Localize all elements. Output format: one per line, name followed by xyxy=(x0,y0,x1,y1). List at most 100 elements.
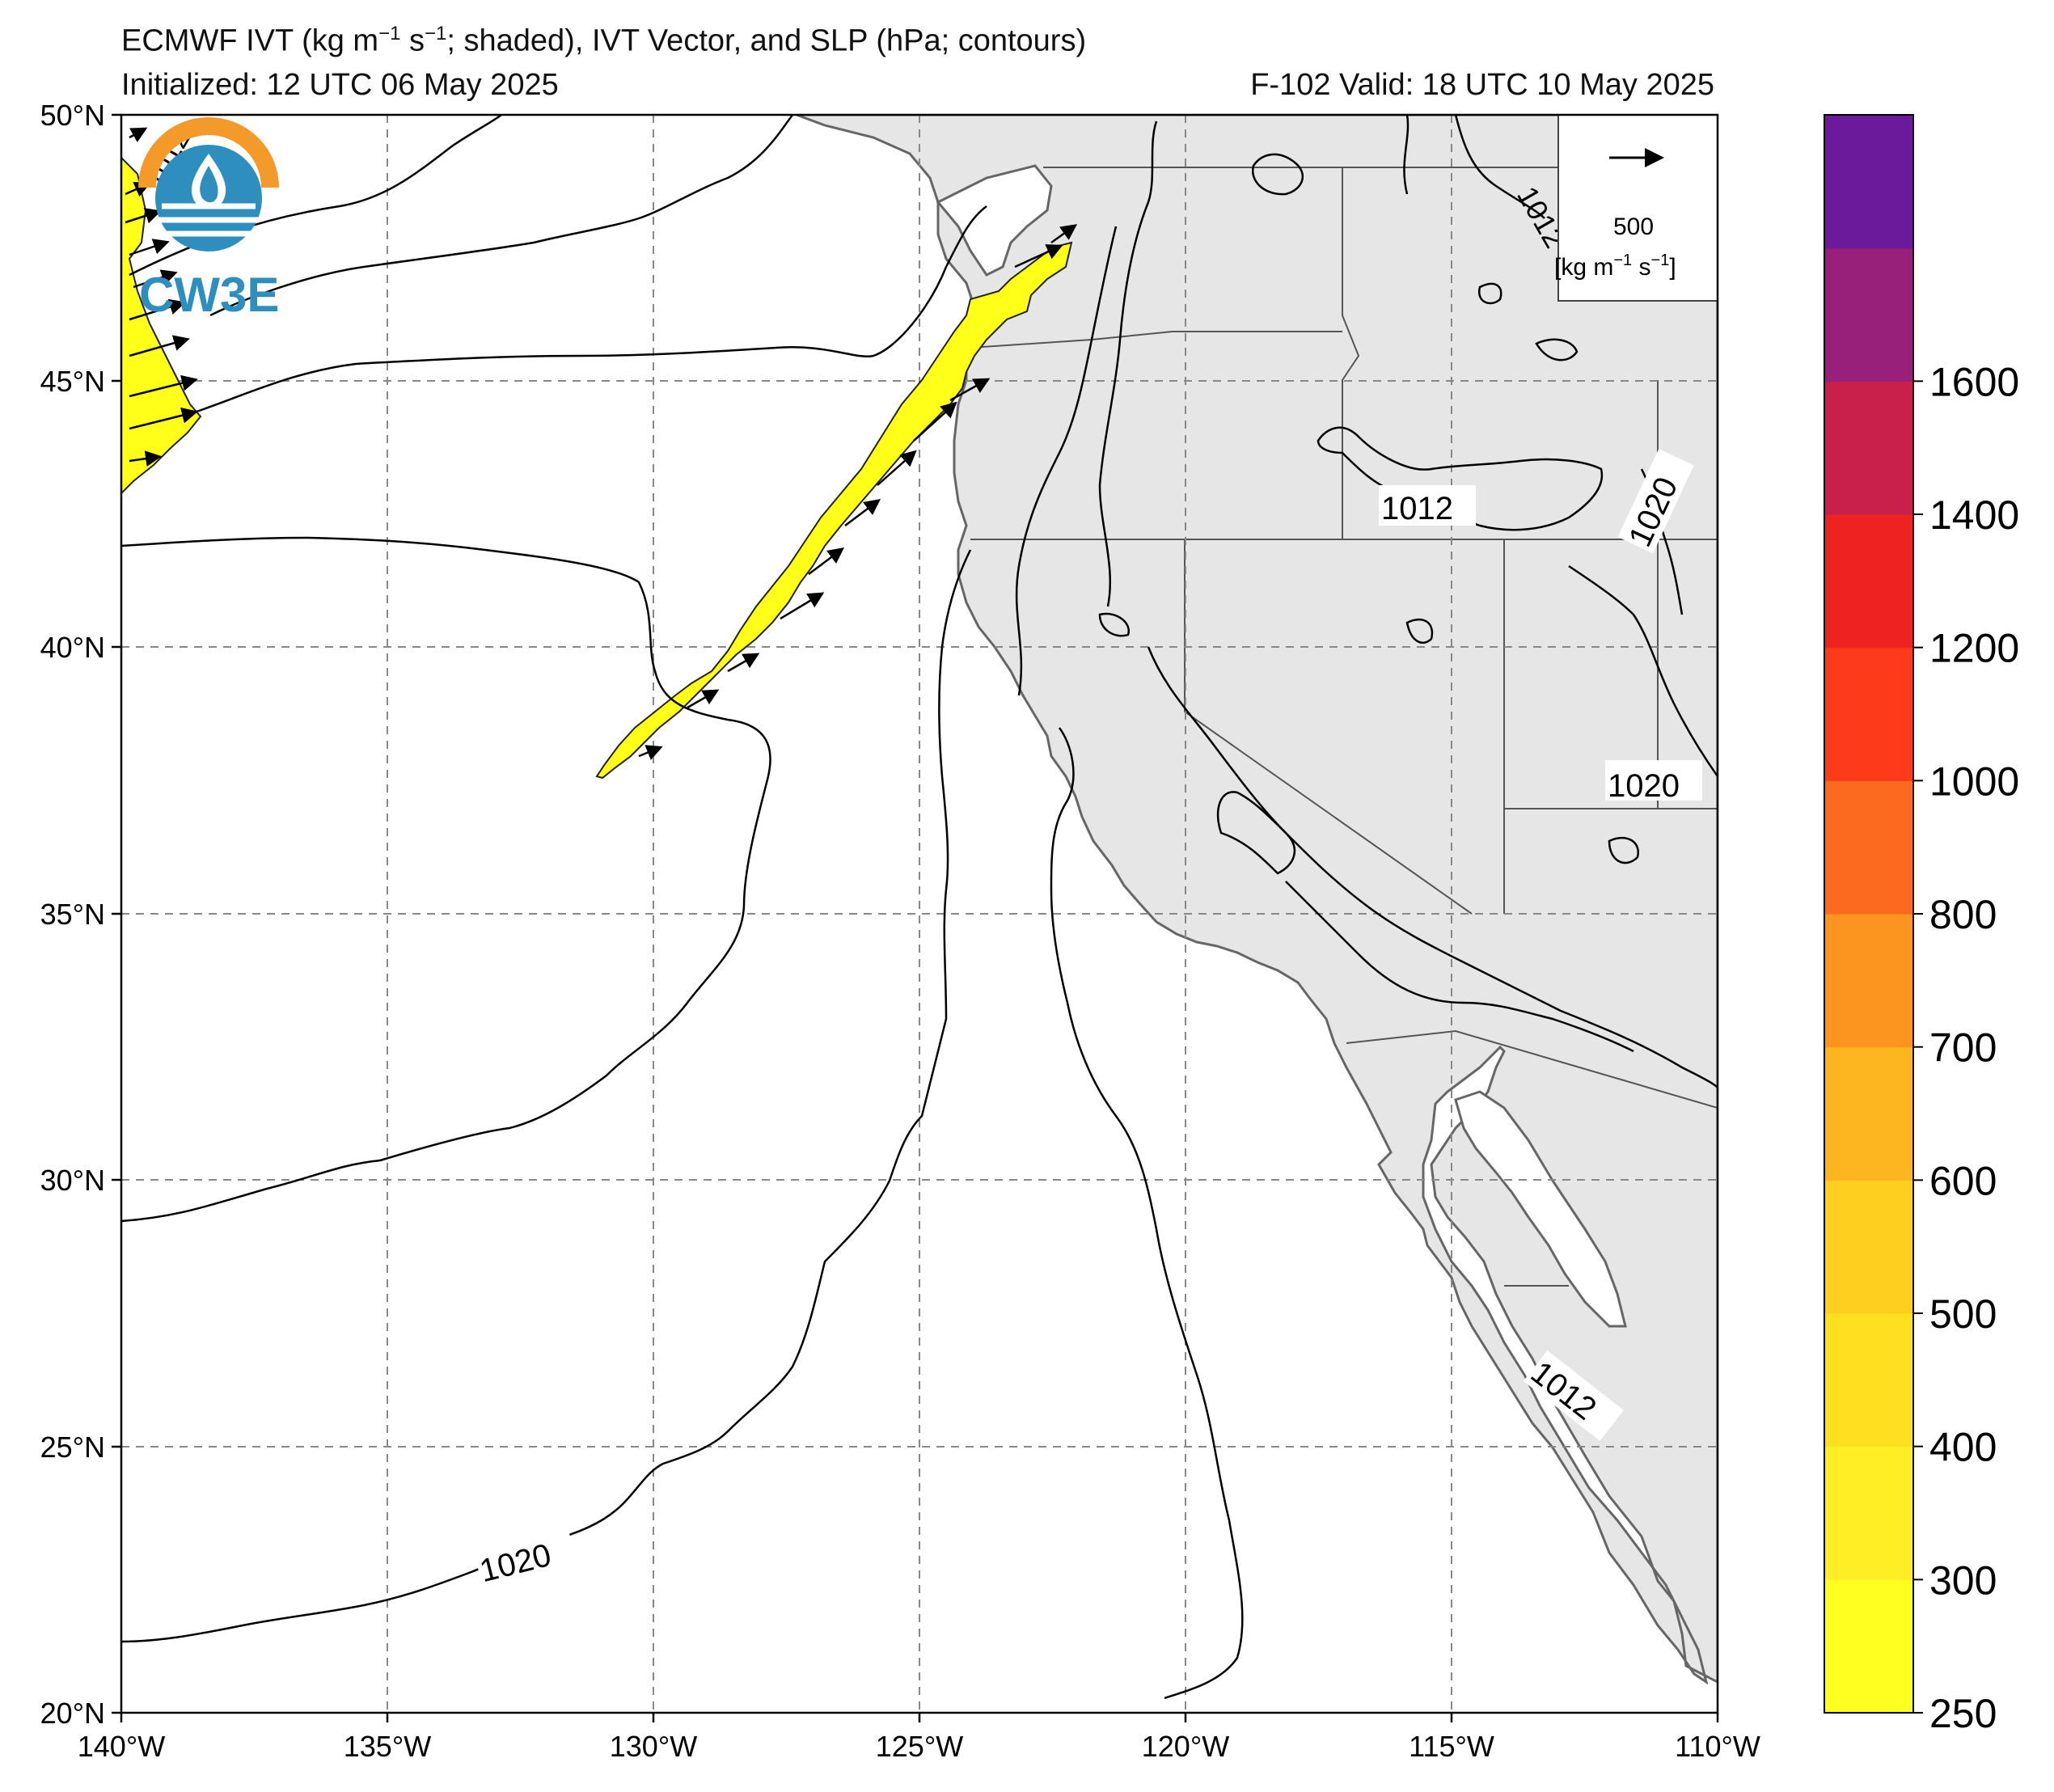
title-part: ECMWF IVT (kg m xyxy=(121,23,379,58)
colorbar-level-label: 1000 xyxy=(1929,759,2019,804)
ivt-vector xyxy=(129,450,162,467)
colorbar-level-label: 500 xyxy=(1929,1291,1997,1337)
oregon-washington-border xyxy=(970,331,1342,349)
ivt-vector xyxy=(1014,244,1063,268)
longitude-labels: 140°W 135°W 130°W 125°W 120°W 115°W 110°… xyxy=(78,1730,1760,1763)
ivt-vector xyxy=(129,239,170,256)
ivt-vector xyxy=(133,269,178,289)
colorbar-segment xyxy=(1824,1313,1913,1448)
lon-label: 135°W xyxy=(344,1730,431,1763)
contour-label-bg xyxy=(1523,1350,1624,1441)
colorbar-segment xyxy=(1824,914,1913,1048)
logo-drop-inner xyxy=(200,166,218,203)
lat-label: 50°N xyxy=(40,99,105,132)
lon-label: 130°W xyxy=(610,1730,697,1763)
colorbar-segment xyxy=(1824,1579,1913,1714)
ivt-vector xyxy=(844,499,881,526)
vector-key-unit: [kg m−1 s−1] xyxy=(1554,251,1676,281)
map-title: ECMWF IVT (kg m−1 s−1; shaded), IVT Vect… xyxy=(121,23,1086,59)
ivt-vector xyxy=(687,689,720,709)
colorbar-level-label: 300 xyxy=(1929,1557,1997,1603)
vector-key-box xyxy=(1557,115,1718,302)
colorbar-level-label: 700 xyxy=(1929,1025,1997,1071)
vector-key: 500 [kg m−1 s−1] xyxy=(1554,115,1718,302)
slp-contour xyxy=(1147,646,1718,1088)
lon-label: 110°W xyxy=(1675,1730,1760,1763)
colorbar-level-label: 1200 xyxy=(1929,626,2019,671)
ivt-vector xyxy=(913,401,957,442)
slp-contour xyxy=(193,205,987,414)
lat-label: 45°N xyxy=(40,365,105,398)
graticule xyxy=(121,115,1718,1713)
slp-contour xyxy=(1098,120,1158,607)
ivt-vector xyxy=(129,374,198,398)
colorbar-level-label: 400 xyxy=(1929,1425,1997,1470)
slp-contour xyxy=(1015,226,1118,696)
slp-contour xyxy=(121,536,771,1223)
vector-key-unit-part: ] xyxy=(1669,254,1676,281)
ivt-vector xyxy=(780,592,825,620)
vector-key-unit-part: s xyxy=(1632,254,1650,281)
ivt-vector xyxy=(1050,224,1078,244)
lon-label: 120°W xyxy=(1142,1730,1229,1763)
vector-key-unit-part: [kg m xyxy=(1554,254,1613,281)
ivt-vector xyxy=(727,653,760,673)
slp-contour xyxy=(1454,115,1545,219)
colorbar-segment xyxy=(1824,647,1913,781)
gulf-of-california xyxy=(1454,1090,1627,1328)
title-superscript: −1 xyxy=(378,23,401,44)
slp-contour xyxy=(1403,115,1409,195)
lon-label: 115°W xyxy=(1409,1730,1494,1763)
latitude-labels: 50°N 45°N 40°N 35°N 30°N 25°N 20°N xyxy=(40,99,105,1730)
colorbar-segment xyxy=(1824,780,1913,915)
lon-label: 140°W xyxy=(78,1730,165,1763)
initialized-time: Initialized: 12 UTC 06 May 2025 xyxy=(121,68,559,102)
slp-contour-closed xyxy=(1405,618,1434,644)
colorbar-segment xyxy=(1824,247,1913,382)
title-part: ; shaded), IVT Vector, and SLP (hPa; con… xyxy=(446,23,1087,58)
valid-time: F-102 Valid: 18 UTC 10 May 2025 xyxy=(1250,68,1714,102)
contour-label-1020: 1020 xyxy=(1608,768,1680,804)
lat-label: 25°N xyxy=(40,1431,105,1464)
contour-label-1012: 1012 xyxy=(1381,491,1453,526)
slp-contour xyxy=(209,115,794,317)
logo-orange-arc xyxy=(138,117,279,188)
slp-contour-closed xyxy=(1251,153,1304,196)
colorbar-level-label: 1400 xyxy=(1929,492,2019,538)
idaho-border xyxy=(1342,167,1360,539)
ivt-vector xyxy=(129,298,186,321)
vector-key-superscript: −1 xyxy=(1651,251,1670,269)
lon-label: 125°W xyxy=(876,1730,963,1763)
colorbar-level-label: 1600 xyxy=(1929,359,2019,404)
slp-contour-closed xyxy=(1608,836,1640,864)
lat-label: 35°N xyxy=(40,898,105,931)
vector-key-superscript: −1 xyxy=(1613,251,1632,269)
contour-label-bg xyxy=(1617,449,1694,554)
ivt-vector xyxy=(125,208,162,224)
lat-label: 40°N xyxy=(40,631,105,664)
us-mexico-border xyxy=(1346,1029,1718,1109)
contour-label-bg xyxy=(1605,760,1702,801)
slp-contour-closed xyxy=(1098,612,1130,637)
contour-label-bg xyxy=(1379,485,1476,526)
slp-contour-closed xyxy=(1477,282,1502,305)
slp-contour xyxy=(121,549,972,1643)
colorbar-segment xyxy=(1824,514,1913,649)
colorbar-level-label: 800 xyxy=(1929,892,1997,937)
ivt-vector xyxy=(808,547,844,575)
ivt-vector xyxy=(129,335,190,357)
colorbar-segment xyxy=(1824,115,1913,249)
ivt-vector xyxy=(129,127,148,143)
lat-label: 30°N xyxy=(40,1164,105,1197)
ivt-vector xyxy=(129,407,198,430)
vector-key-value: 500 xyxy=(1613,213,1654,240)
colorbar: 250 300 400 500 600 700 800 1000 1200 1400 1600 xyxy=(1824,114,2019,1736)
colorbar-segment xyxy=(1824,381,1913,515)
slp-contour xyxy=(1285,881,1634,1053)
slp-contour-closed xyxy=(1535,338,1579,361)
ivt-vectors xyxy=(125,127,1078,760)
lat-label: 20°N xyxy=(40,1697,105,1730)
title-superscript: −1 xyxy=(425,23,447,44)
ivt-vector xyxy=(949,378,991,402)
